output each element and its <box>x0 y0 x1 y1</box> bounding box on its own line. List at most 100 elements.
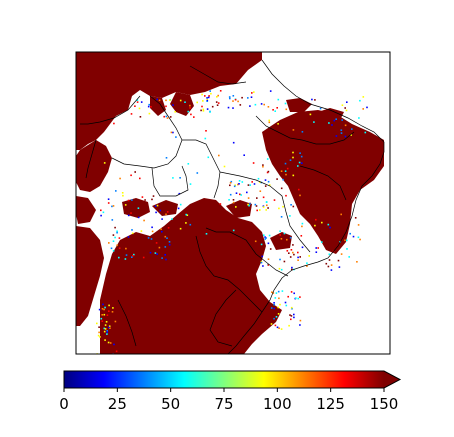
field-speckle-pixel <box>256 210 258 212</box>
colorbar-ticks: 0 25 50 75 100 125 150 <box>59 388 398 413</box>
field-speckle-pixel <box>299 324 301 326</box>
field-speckle-pixel <box>288 325 290 327</box>
field-speckle-pixel <box>253 162 255 164</box>
field-speckle-pixel <box>271 307 273 309</box>
field-speckle-pixel <box>248 197 250 199</box>
field-speckle-pixel <box>161 257 163 259</box>
field-speckle-pixel <box>212 106 214 108</box>
field-speckle-pixel <box>255 104 257 106</box>
field-speckle-pixel <box>355 217 357 219</box>
field-speckle-pixel <box>285 103 287 105</box>
field-speckle-pixel <box>302 223 304 225</box>
field-speckle-pixel <box>299 162 301 164</box>
field-speckle-pixel <box>278 99 280 101</box>
field-speckle-pixel <box>236 192 238 194</box>
field-speckle-pixel <box>310 114 312 116</box>
field-speckle-pixel <box>169 99 171 101</box>
field-speckle-pixel <box>277 327 279 329</box>
field-speckle-pixel <box>167 117 169 119</box>
field-speckle-pixel <box>297 122 299 124</box>
field-speckle-pixel <box>115 321 117 323</box>
field-speckle-pixel <box>268 181 270 183</box>
field-speckle-pixel <box>273 308 275 310</box>
field-speckle-pixel <box>278 208 280 210</box>
field-speckle-pixel <box>178 208 180 210</box>
field-speckle-pixel <box>159 100 161 102</box>
field-speckle-pixel <box>164 254 166 256</box>
field-speckle-pixel <box>243 154 245 156</box>
field-speckle-pixel <box>112 311 114 313</box>
field-speckle-pixel <box>285 170 287 172</box>
field-speckle-pixel <box>111 248 113 250</box>
field-speckle-pixel <box>273 302 275 304</box>
field-speckle-pixel <box>126 256 128 258</box>
field-speckle-pixel <box>105 328 107 330</box>
field-speckle-pixel <box>277 307 279 309</box>
field-speckle-pixel <box>148 237 150 239</box>
field-speckle-pixel <box>281 328 283 330</box>
field-speckle-pixel <box>134 171 136 173</box>
field-speckle-pixel <box>103 309 105 311</box>
field-speckle-pixel <box>235 206 237 208</box>
field-speckle-pixel <box>276 107 278 109</box>
field-speckle-pixel <box>290 204 292 206</box>
field-speckle-pixel <box>275 325 277 327</box>
field-speckle-pixel <box>161 218 163 220</box>
field-speckle-pixel <box>108 202 110 204</box>
field-speckle-pixel <box>295 100 297 102</box>
field-speckle-pixel <box>266 205 268 207</box>
field-speckle-pixel <box>265 237 267 239</box>
field-speckle-pixel <box>346 240 348 242</box>
field-speckle-pixel <box>150 252 152 254</box>
field-speckle-pixel <box>175 136 177 138</box>
field-speckle-pixel <box>114 227 116 229</box>
field-speckle-pixel <box>116 351 118 353</box>
field-speckle-pixel <box>229 98 231 100</box>
field-speckle-pixel <box>262 164 264 166</box>
field-speckle-pixel <box>281 216 283 218</box>
field-speckle-pixel <box>285 195 287 197</box>
field-speckle-pixel <box>203 110 205 112</box>
field-speckle-pixel <box>157 205 159 207</box>
field-speckle-pixel <box>258 178 260 180</box>
field-speckle-pixel <box>278 327 280 329</box>
colorbar-tick-label: 0 <box>59 395 69 413</box>
field-speckle-pixel <box>100 215 102 217</box>
field-speckle-pixel <box>271 323 273 325</box>
field-speckle-pixel <box>105 324 107 326</box>
field-speckle-pixel <box>321 241 323 243</box>
field-speckle-pixel <box>228 107 230 109</box>
field-speckle-pixel <box>208 95 210 97</box>
field-speckle-pixel <box>151 199 153 201</box>
field-speckle-pixel <box>104 349 106 351</box>
field-speckle-pixel <box>234 186 236 188</box>
field-speckle-pixel <box>159 247 161 249</box>
field-speckle-pixel <box>171 218 173 220</box>
field-speckle-pixel <box>240 104 242 106</box>
field-speckle-pixel <box>340 214 342 216</box>
field-speckle-pixel <box>356 261 358 263</box>
field-speckle-pixel <box>239 180 241 182</box>
field-speckle-pixel <box>233 95 235 97</box>
field-speckle-pixel <box>98 335 100 337</box>
field-speckle-pixel <box>290 319 292 321</box>
field-speckle-pixel <box>291 267 293 269</box>
field-speckle-pixel <box>174 111 176 113</box>
field-speckle-pixel <box>266 201 268 203</box>
field-speckle-pixel <box>299 195 301 197</box>
field-speckle-pixel <box>297 257 299 259</box>
field-speckle-pixel <box>339 266 341 268</box>
field-speckle-pixel <box>267 207 269 209</box>
field-speckle-pixel <box>277 123 279 125</box>
field-speckle-pixel <box>100 210 102 212</box>
colorbar-extend-arrow <box>384 371 400 388</box>
field-speckle-pixel <box>106 333 108 335</box>
field-speckle-pixel <box>299 256 301 258</box>
field-speckle-pixel <box>267 158 269 160</box>
field-speckle-pixel <box>287 296 289 298</box>
field-speckle-pixel <box>281 238 283 240</box>
field-speckle-pixel <box>193 116 195 118</box>
field-speckle-pixel <box>358 117 360 119</box>
field-speckle-pixel <box>196 102 198 104</box>
field-speckle-pixel <box>220 203 222 205</box>
